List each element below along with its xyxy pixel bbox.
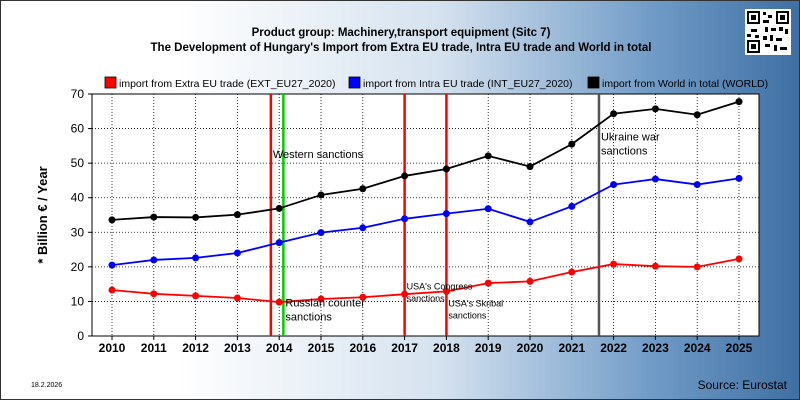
data-point <box>317 191 325 199</box>
chart-title: Product group: Machinery,transport equip… <box>251 27 551 39</box>
data-point <box>108 216 116 224</box>
legend-label: import from Intra EU trade (INT_EU27_202… <box>363 78 573 90</box>
event-label: Russian counter sanctions <box>285 298 365 324</box>
series-line <box>111 258 740 304</box>
data-point <box>401 172 409 180</box>
y-tick-label: 0 <box>77 329 84 343</box>
data-point <box>735 98 743 106</box>
event-label: Western sanctions <box>273 149 364 161</box>
data-point <box>651 105 659 113</box>
chart-subtitle: The Development of Hungary's Import from… <box>150 42 652 54</box>
data-point <box>442 210 450 218</box>
event-label: Ukraine war sanctions <box>601 132 660 158</box>
y-axis-label: * Billion € / Year <box>35 166 50 263</box>
data-point <box>442 287 450 295</box>
x-tick-label: 2012 <box>182 341 209 355</box>
x-tick-label: 2018 <box>433 341 460 355</box>
footer-date: 18.2.2026 <box>31 382 63 389</box>
data-point <box>568 140 576 148</box>
data-point <box>233 249 241 257</box>
data-point <box>401 290 409 298</box>
x-tick-label: 2023 <box>642 341 669 355</box>
x-tick-label: 2022 <box>600 341 627 355</box>
data-point <box>484 279 492 287</box>
legend-swatch <box>587 76 600 89</box>
legend: import from Extra EU trade (EXT_EU27_202… <box>104 76 768 90</box>
data-point <box>610 260 618 268</box>
data-point <box>526 218 534 226</box>
data-point <box>359 185 367 193</box>
data-point <box>735 174 743 182</box>
data-point <box>317 295 325 303</box>
legend-label: import from Extra EU trade (EXT_EU27_202… <box>119 78 336 90</box>
data-point <box>233 211 241 219</box>
y-tick-label: 60 <box>71 122 85 136</box>
data-point <box>275 239 283 247</box>
x-tick-label: 2025 <box>726 341 753 355</box>
x-tick-label: 2015 <box>308 341 335 355</box>
data-point <box>610 181 618 189</box>
x-tick-label: 2014 <box>266 341 293 355</box>
data-point <box>317 229 325 237</box>
series-line <box>111 177 740 267</box>
data-point <box>150 256 158 264</box>
x-tick-label: 2021 <box>558 341 585 355</box>
series-line <box>111 100 740 221</box>
x-tick-label: 2024 <box>684 341 711 355</box>
y-tick-label: 40 <box>71 191 85 205</box>
data-point <box>651 175 659 183</box>
data-point <box>150 290 158 298</box>
data-point <box>693 263 701 271</box>
data-point <box>192 254 200 262</box>
y-tick-label: 20 <box>71 260 85 274</box>
data-point <box>484 205 492 213</box>
data-point <box>693 181 701 189</box>
data-point <box>735 255 743 263</box>
data-point <box>192 213 200 221</box>
data-point <box>526 277 534 285</box>
legend-swatch <box>348 76 361 89</box>
data-point <box>359 293 367 301</box>
data-point <box>610 110 618 118</box>
x-tick-label: 2013 <box>224 341 251 355</box>
legend-swatch <box>104 76 117 89</box>
event-label: USA's Skribal sanctions <box>448 299 503 321</box>
x-tick-label: 2020 <box>517 341 544 355</box>
plot-area: 0 10 20 30 40 50 60 70 2010 2011 2012 2013 2014 2015 2… <box>35 87 760 355</box>
data-point <box>401 215 409 223</box>
y-tick-label: 70 <box>71 87 85 101</box>
data-point <box>442 165 450 173</box>
data-point <box>108 286 116 294</box>
data-point <box>233 294 241 302</box>
event-label: USA's Congress sanctions <box>407 281 473 303</box>
data-point <box>651 262 659 270</box>
x-tick-label: 2016 <box>349 341 376 355</box>
data-point <box>526 163 534 171</box>
data-point <box>693 111 701 119</box>
data-point <box>275 204 283 212</box>
data-point <box>568 202 576 210</box>
y-tick-label: 30 <box>71 225 85 239</box>
data-point <box>108 261 116 269</box>
x-tick-label: 2017 <box>391 341 418 355</box>
data-point <box>192 292 200 300</box>
data-point <box>275 298 283 306</box>
footer-source: Source: Eurostat <box>697 378 787 392</box>
data-point <box>568 268 576 276</box>
y-tick-label: 10 <box>71 294 85 308</box>
data-point <box>359 224 367 232</box>
data-point <box>150 213 158 221</box>
qr-code-icon <box>745 9 791 55</box>
x-tick-label: 2019 <box>475 341 502 355</box>
legend-label: import from World in total (WORLD) <box>602 78 768 90</box>
x-tick-label: 2010 <box>99 341 126 355</box>
x-tick-label: 2011 <box>141 341 167 355</box>
y-tick-label: 50 <box>71 156 85 170</box>
data-point <box>484 152 492 160</box>
